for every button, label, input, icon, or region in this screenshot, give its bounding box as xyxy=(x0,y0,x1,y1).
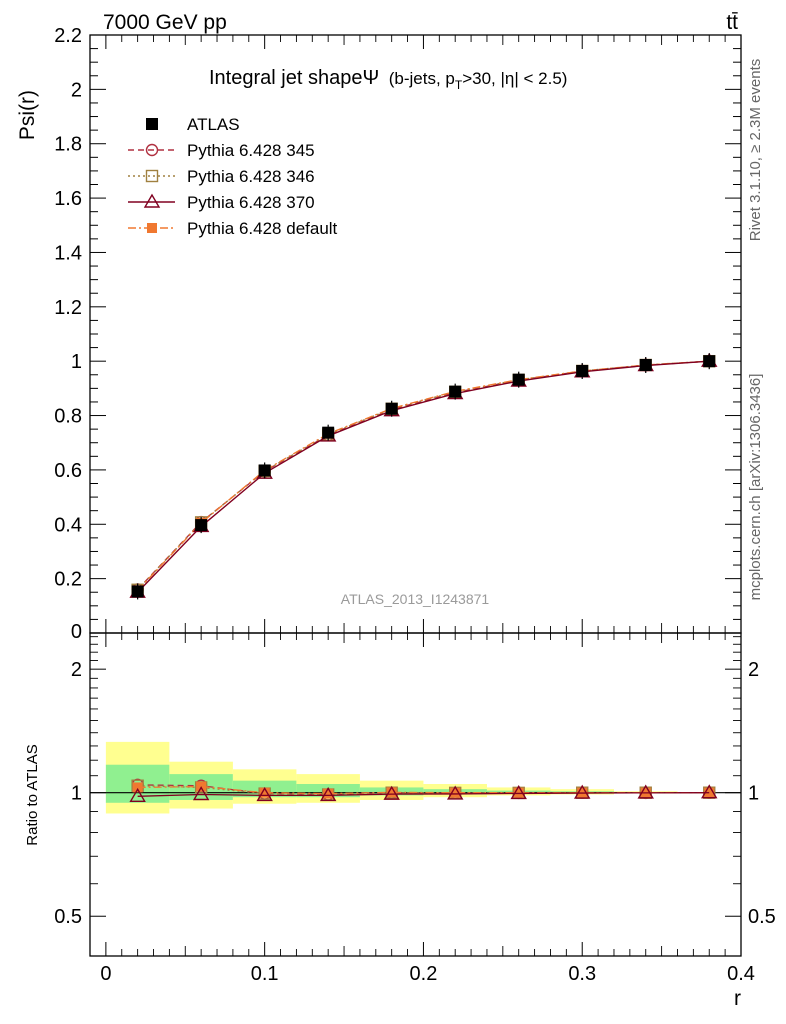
ratio-tick-label-right-2: 2 xyxy=(748,659,759,681)
main-point-atlas-5 xyxy=(449,385,462,398)
y-tick-label-2: 0.6 xyxy=(54,460,82,482)
ratio-y-axis-title: Ratio to ATLAS xyxy=(24,744,41,845)
main-point-atlas-2 xyxy=(258,464,271,477)
main-series-group xyxy=(129,352,718,600)
x-tick-label-4: 0.4 xyxy=(727,963,755,985)
ratio-point-p370-1 xyxy=(192,786,210,801)
y-tick-label-4: 1 xyxy=(71,351,82,373)
y-tick-label-8: 1.8 xyxy=(54,134,82,156)
ratio-point-p370-0 xyxy=(129,787,146,803)
energy-label: 7000 GeV pp xyxy=(103,11,227,34)
y-tick-label-7: 1.6 xyxy=(54,188,82,210)
legend-label-pdef: Pythia 6.428 default xyxy=(187,219,338,238)
ratio-point-pdef-2 xyxy=(259,787,270,798)
ratio-point-p370-8 xyxy=(637,784,654,799)
main-point-atlas-6 xyxy=(512,373,525,386)
ratio-point-pdef-5 xyxy=(450,787,461,798)
ratio-point-p370-2 xyxy=(256,787,273,802)
main-line-p345 xyxy=(137,360,710,590)
x-axis-title: r xyxy=(734,987,741,1010)
ratio-tick-label-right-0: 0.5 xyxy=(748,906,776,928)
ratio-tick-label-right-1: 1 xyxy=(748,783,759,805)
x-tick-label-0: 0 xyxy=(100,963,111,985)
plot-title-main: Integral jet shapeΨ xyxy=(209,67,379,89)
plot-title-sub-prefix: (b-jets, p xyxy=(389,69,455,88)
x-tick-label-1: 0.1 xyxy=(251,963,279,985)
legend-label-p346: Pythia 6.428 346 xyxy=(187,167,315,186)
main-point-atlas-9 xyxy=(703,355,716,368)
main-line-pdef xyxy=(137,360,710,591)
x-tick-label-2: 0.2 xyxy=(410,963,438,985)
main-point-atlas-8 xyxy=(639,358,652,371)
ratio-point-pdef-3 xyxy=(323,788,334,799)
ratio-point-p370-3 xyxy=(319,787,337,802)
ratio-point-pdef-6 xyxy=(513,787,524,798)
ratio-tick-label-left-0: 0.5 xyxy=(54,906,82,928)
y-tick-label-0: 0.2 xyxy=(54,569,82,591)
y-axis-title: Psi(r) xyxy=(16,90,39,140)
axes-group: 0 0.1 0.2 0.3 0.4 0.2 0.4 0.6 0.8 1 1.2 1.4 1.6 1.8 2 2… xyxy=(54,25,776,985)
legend-label-atlas: ATLAS xyxy=(187,115,240,134)
ratio-point-p370-5 xyxy=(446,785,464,800)
legend-marker-pdef xyxy=(147,223,157,233)
legend-marker-p345 xyxy=(145,143,159,157)
ratio-tick-label-left-1: 1 xyxy=(71,783,82,805)
y-tick-label-3: 0.8 xyxy=(54,406,82,428)
y-tick-label-6: 1.4 xyxy=(54,242,82,264)
main-point-atlas-7 xyxy=(576,364,589,377)
y-tick-label-10: 2.2 xyxy=(54,25,82,47)
y-tick-label-5: 1.2 xyxy=(54,297,82,319)
main-point-atlas-0 xyxy=(131,585,144,598)
rivet-label: Rivet 3.1.10, ≥ 2.3M events xyxy=(747,59,764,242)
main-point-atlas-1 xyxy=(195,519,208,532)
x-tick-label-3: 0.3 xyxy=(568,963,596,985)
ratio-line-p370 xyxy=(137,792,710,797)
ratio-tick-label-left-2: 2 xyxy=(71,659,82,681)
legend-marker-p346 xyxy=(145,169,159,183)
ratio-frame xyxy=(89,632,742,957)
legend-marker-atlas xyxy=(146,118,158,130)
ratio-point-pdef-0 xyxy=(132,782,143,793)
ratio-point-p370-6 xyxy=(510,785,527,800)
analysis-watermark: ATLAS_2013_I1243871 xyxy=(341,591,490,607)
process-label: tt̄ xyxy=(726,11,738,34)
main-line-p370 xyxy=(137,360,710,593)
main-point-atlas-4 xyxy=(385,402,398,415)
ratio-series-group xyxy=(129,778,718,803)
plot-title: Integral jet shapeΨ (b-jets, pT>30, |η| … xyxy=(209,67,567,92)
ratio-point-p370-7 xyxy=(574,784,591,799)
mcplots-label: mcplots.cern.ch [arXiv:1306.3436] xyxy=(747,374,764,601)
y-tick-label-1: 0.4 xyxy=(54,514,82,536)
ratio-point-p370-9 xyxy=(701,784,718,799)
legend: ATLAS Pythia 6.428 345 Pythia 6.428 346 Pyt… xyxy=(128,115,338,238)
y-tick-label-zero: 0 xyxy=(71,621,82,643)
ratio-line-p345 xyxy=(137,784,710,796)
legend-label-p370: Pythia 6.428 370 xyxy=(187,193,315,212)
ratio-uncertainty-bands xyxy=(90,741,741,814)
main-line-p346 xyxy=(137,360,710,591)
main-point-atlas-3 xyxy=(322,426,335,439)
ratio-point-pdef-4 xyxy=(386,787,397,798)
plot-title-sub-subscript: T xyxy=(455,78,463,92)
legend-label-p345: Pythia 6.428 345 xyxy=(187,141,315,160)
legend-marker-p370 xyxy=(143,193,161,208)
y-tick-label-9: 2 xyxy=(71,79,82,101)
plot-title-sub-suffix: >30, |η| < 2.5) xyxy=(462,69,567,88)
ratio-point-p370-4 xyxy=(383,785,400,800)
